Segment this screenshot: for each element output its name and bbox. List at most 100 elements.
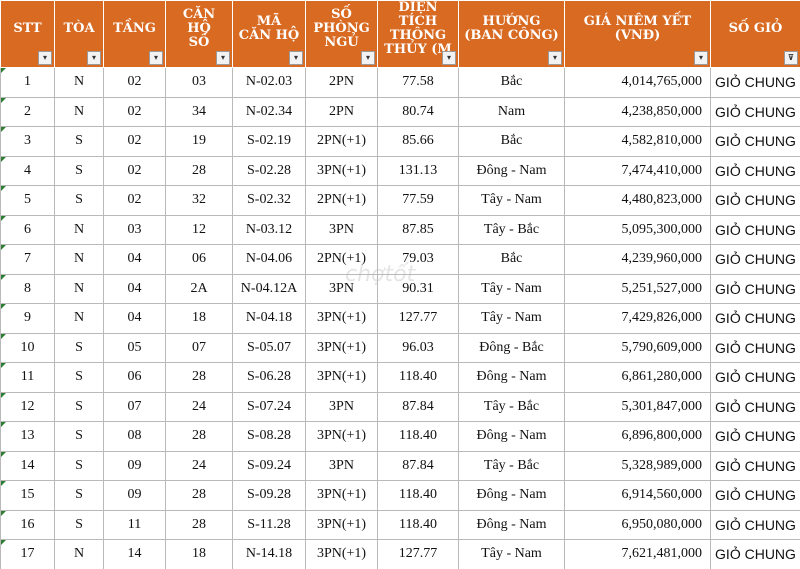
filter-dropdown-icon[interactable]: ▾ — [289, 51, 303, 65]
cell-dien-tich[interactable]: 127.77 — [377, 303, 459, 334]
cell-gia-niem-yet[interactable]: 6,896,800,000 — [564, 421, 711, 452]
cell-huong[interactable]: Tây - Nam — [458, 273, 565, 304]
cell-ma-can-ho[interactable]: N-04.18 — [232, 303, 306, 334]
cell-ma-can-ho[interactable]: S-06.28 — [232, 362, 306, 393]
cell-stt[interactable]: 2 — [0, 96, 55, 127]
cell-gia-niem-yet[interactable]: 7,429,826,000 — [564, 303, 711, 334]
filter-dropdown-icon[interactable]: ▾ — [149, 51, 163, 65]
cell-can-ho-so[interactable]: 07 — [165, 332, 233, 363]
cell-huong[interactable]: Tây - Nam — [458, 539, 565, 569]
cell-so-phong-ngu[interactable]: 3PN(+1) — [305, 421, 378, 452]
cell-tang[interactable]: 14 — [103, 539, 166, 569]
cell-huong[interactable]: Tây - Nam — [458, 185, 565, 216]
cell-huong[interactable]: Tây - Bắc — [458, 391, 565, 422]
cell-gia-niem-yet[interactable]: 7,474,410,000 — [564, 155, 711, 186]
cell-so-gio[interactable]: GIỎ CHUNG — [710, 421, 800, 452]
cell-toa[interactable]: N — [54, 539, 104, 569]
cell-stt[interactable]: 17 — [0, 539, 55, 569]
cell-tang[interactable]: 09 — [103, 450, 166, 481]
cell-toa[interactable]: S — [54, 450, 104, 481]
filter-dropdown-icon[interactable]: ▾ — [442, 51, 456, 65]
cell-so-gio[interactable]: GIỎ CHUNG — [710, 126, 800, 157]
cell-can-ho-so[interactable]: 34 — [165, 96, 233, 127]
cell-tang[interactable]: 05 — [103, 332, 166, 363]
cell-dien-tich[interactable]: 80.74 — [377, 96, 459, 127]
cell-tang[interactable]: 02 — [103, 155, 166, 186]
cell-so-phong-ngu[interactable]: 2PN — [305, 67, 378, 98]
cell-toa[interactable]: S — [54, 362, 104, 393]
cell-so-phong-ngu[interactable]: 3PN — [305, 450, 378, 481]
cell-can-ho-so[interactable]: 28 — [165, 362, 233, 393]
filter-dropdown-icon[interactable]: ▾ — [694, 51, 708, 65]
column-header-so-gio[interactable]: SỐ GIỎ ⊽ — [710, 0, 800, 68]
cell-huong[interactable]: Tây - Bắc — [458, 214, 565, 245]
cell-tang[interactable]: 02 — [103, 126, 166, 157]
cell-toa[interactable]: N — [54, 303, 104, 334]
cell-toa[interactable]: S — [54, 391, 104, 422]
cell-toa[interactable]: S — [54, 155, 104, 186]
cell-so-gio[interactable]: GIỎ CHUNG — [710, 362, 800, 393]
filter-dropdown-icon[interactable]: ▾ — [216, 51, 230, 65]
cell-can-ho-so[interactable]: 2A — [165, 273, 233, 304]
cell-huong[interactable]: Đông - Nam — [458, 155, 565, 186]
cell-so-gio[interactable]: GIỎ CHUNG — [710, 509, 800, 540]
cell-gia-niem-yet[interactable]: 4,239,960,000 — [564, 244, 711, 275]
cell-so-phong-ngu[interactable]: 3PN(+1) — [305, 480, 378, 511]
cell-gia-niem-yet[interactable]: 5,251,527,000 — [564, 273, 711, 304]
cell-so-phong-ngu[interactable]: 3PN — [305, 391, 378, 422]
cell-toa[interactable]: S — [54, 185, 104, 216]
cell-can-ho-so[interactable]: 12 — [165, 214, 233, 245]
cell-ma-can-ho[interactable]: S-02.19 — [232, 126, 306, 157]
cell-gia-niem-yet[interactable]: 5,301,847,000 — [564, 391, 711, 422]
cell-dien-tich[interactable]: 77.59 — [377, 185, 459, 216]
cell-ma-can-ho[interactable]: N-04.06 — [232, 244, 306, 275]
cell-tang[interactable]: 11 — [103, 509, 166, 540]
cell-tang[interactable]: 02 — [103, 96, 166, 127]
cell-gia-niem-yet[interactable]: 6,914,560,000 — [564, 480, 711, 511]
cell-can-ho-so[interactable]: 19 — [165, 126, 233, 157]
cell-stt[interactable]: 1 — [0, 67, 55, 98]
cell-ma-can-ho[interactable]: S-08.28 — [232, 421, 306, 452]
cell-stt[interactable]: 11 — [0, 362, 55, 393]
cell-can-ho-so[interactable]: 28 — [165, 421, 233, 452]
cell-huong[interactable]: Đông - Nam — [458, 509, 565, 540]
cell-huong[interactable]: Nam — [458, 96, 565, 127]
cell-ma-can-ho[interactable]: S-07.24 — [232, 391, 306, 422]
cell-huong[interactable]: Đông - Nam — [458, 362, 565, 393]
cell-ma-can-ho[interactable]: S-09.28 — [232, 480, 306, 511]
cell-so-gio[interactable]: GIỎ CHUNG — [710, 391, 800, 422]
cell-can-ho-so[interactable]: 03 — [165, 67, 233, 98]
cell-so-phong-ngu[interactable]: 3PN(+1) — [305, 539, 378, 569]
cell-tang[interactable]: 07 — [103, 391, 166, 422]
column-header-dien-tich[interactable]: DIỆN TÍCH THÔNG THỦY (M ▾ — [377, 0, 459, 68]
cell-dien-tich[interactable]: 118.40 — [377, 509, 459, 540]
cell-stt[interactable]: 12 — [0, 391, 55, 422]
cell-gia-niem-yet[interactable]: 6,861,280,000 — [564, 362, 711, 393]
cell-ma-can-ho[interactable]: N-02.03 — [232, 67, 306, 98]
cell-toa[interactable]: S — [54, 509, 104, 540]
cell-dien-tich[interactable]: 96.03 — [377, 332, 459, 363]
cell-huong[interactable]: Đông - Nam — [458, 421, 565, 452]
cell-dien-tich[interactable]: 118.40 — [377, 421, 459, 452]
cell-huong[interactable]: Đông - Nam — [458, 480, 565, 511]
cell-so-phong-ngu[interactable]: 3PN(+1) — [305, 303, 378, 334]
filter-active-icon[interactable]: ⊽ — [784, 51, 798, 65]
column-header-stt[interactable]: STT ▾ — [0, 0, 55, 68]
cell-huong[interactable]: Bắc — [458, 244, 565, 275]
column-header-gia-niem-yet[interactable]: GIÁ NIÊM YẾT (VNĐ) ▾ — [564, 0, 711, 68]
cell-so-phong-ngu[interactable]: 3PN(+1) — [305, 362, 378, 393]
cell-can-ho-so[interactable]: 24 — [165, 391, 233, 422]
cell-can-ho-so[interactable]: 28 — [165, 155, 233, 186]
cell-tang[interactable]: 02 — [103, 67, 166, 98]
cell-ma-can-ho[interactable]: N-04.12A — [232, 273, 306, 304]
cell-so-phong-ngu[interactable]: 2PN(+1) — [305, 244, 378, 275]
cell-so-gio[interactable]: GIỎ CHUNG — [710, 214, 800, 245]
cell-can-ho-so[interactable]: 18 — [165, 539, 233, 569]
column-header-so-phong-ngu[interactable]: SỐ PHÒNG NGỦ ▾ — [305, 0, 378, 68]
cell-ma-can-ho[interactable]: N-02.34 — [232, 96, 306, 127]
cell-huong[interactable]: Bắc — [458, 126, 565, 157]
cell-gia-niem-yet[interactable]: 5,790,609,000 — [564, 332, 711, 363]
cell-huong[interactable]: Đông - Bắc — [458, 332, 565, 363]
cell-stt[interactable]: 8 — [0, 273, 55, 304]
cell-ma-can-ho[interactable]: S-02.28 — [232, 155, 306, 186]
